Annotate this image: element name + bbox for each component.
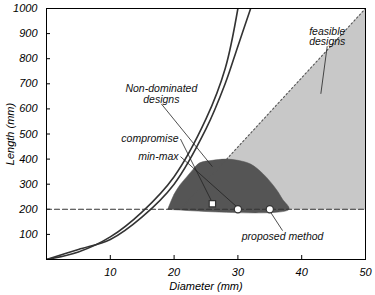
svg-text:400: 400 [19,153,38,165]
svg-text:800: 800 [19,52,38,64]
svg-text:30: 30 [232,266,245,278]
svg-text:20: 20 [167,266,181,278]
svg-text:feasibledesigns: feasibledesigns [309,25,346,48]
svg-text:600: 600 [19,102,38,114]
svg-text:900: 900 [19,27,38,39]
svg-text:100: 100 [19,228,38,240]
svg-text:compromise: compromise [121,132,178,144]
svg-text:Diameter (mm): Diameter (mm) [169,280,243,292]
svg-text:300: 300 [19,178,38,190]
svg-text:min-max: min-max [138,150,179,162]
svg-text:10: 10 [104,266,117,278]
svg-text:40: 40 [296,266,309,278]
svg-text:700: 700 [19,77,38,89]
svg-text:50: 50 [359,266,372,278]
svg-text:Non-dominateddesigns: Non-dominateddesigns [125,82,198,105]
svg-text:Length (mm): Length (mm) [4,102,16,165]
svg-text:proposed method: proposed method [241,230,325,242]
svg-text:500: 500 [19,128,38,140]
svg-text:1000: 1000 [13,2,38,14]
svg-text:200: 200 [18,203,38,215]
